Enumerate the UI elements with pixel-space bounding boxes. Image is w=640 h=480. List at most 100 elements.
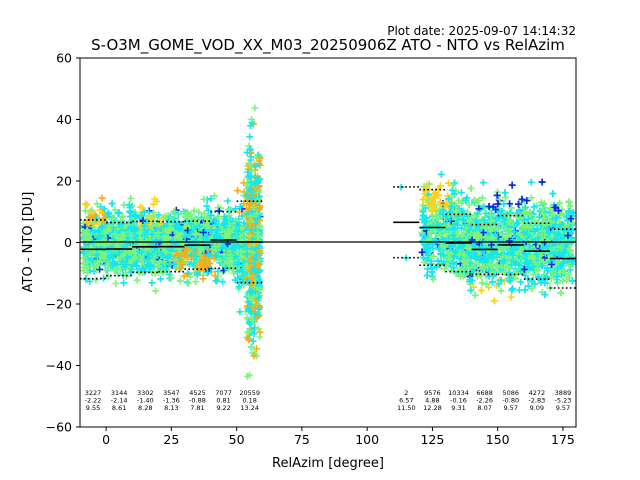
scatter-point (247, 212, 255, 220)
scatter-point (245, 336, 253, 344)
scatter-point (198, 213, 205, 221)
scatter-point (231, 276, 239, 284)
scatter-point (120, 279, 128, 287)
scatter-point (93, 200, 101, 208)
scatter-point (140, 208, 148, 216)
scatter-point (200, 221, 207, 228)
scatter-point (190, 207, 198, 214)
scatter-point (87, 214, 95, 221)
scatter-point (116, 265, 124, 272)
plot-date: Plot date: 2025-09-07 14:14:32 (387, 24, 576, 38)
scatter-point (251, 310, 259, 318)
scatter-point (226, 222, 233, 230)
scatter-point (214, 212, 222, 220)
scatter-point (101, 205, 108, 213)
scatter-point (114, 225, 121, 233)
scatter-point (247, 308, 255, 315)
scatter-point (118, 240, 126, 247)
scatter-point (98, 194, 106, 202)
scatter-point (195, 208, 203, 216)
scatter-point (183, 253, 191, 261)
scatter-point (80, 267, 87, 274)
scatter-point (517, 278, 525, 286)
scatter-point (255, 305, 263, 313)
scatter-point (253, 210, 261, 217)
scatter-point (244, 168, 252, 176)
scatter-point (175, 225, 182, 232)
scatter-point (220, 251, 228, 258)
scatter-point (90, 219, 97, 227)
scatter-point (227, 251, 235, 259)
scatter-point (246, 232, 254, 240)
scatter-point (253, 345, 260, 353)
scatter-point (105, 209, 113, 217)
scatter-point (224, 256, 232, 264)
scatter-point (166, 271, 173, 278)
scatter-point (92, 276, 100, 284)
scatter-point (80, 254, 87, 262)
scatter-point (236, 203, 244, 211)
scatter-point (246, 220, 253, 227)
scatter-point (126, 204, 134, 211)
scatter-point (250, 352, 258, 360)
scatter-point (149, 222, 156, 230)
scatter-point (248, 167, 256, 174)
scatter-point (160, 222, 168, 230)
scatter-point (203, 202, 211, 210)
scatter-point (203, 260, 211, 267)
scatter-point (88, 245, 96, 252)
scatter-point (251, 239, 259, 247)
scatter-point (164, 234, 171, 241)
scatter-point (255, 294, 263, 302)
scatter-point (154, 250, 161, 257)
scatter-point (167, 274, 175, 282)
scatter-point (146, 214, 153, 222)
scatter-point (138, 237, 145, 245)
scatter-point (109, 259, 117, 266)
scatter-point (133, 262, 141, 270)
scatter-point (254, 178, 262, 186)
scatter-point (150, 213, 158, 221)
scatter-point (245, 233, 253, 241)
scatter-point (124, 253, 131, 261)
scatter-point (501, 278, 508, 285)
scatter-point (248, 343, 255, 351)
scatter-point (200, 263, 208, 271)
scatter-point (252, 163, 260, 170)
scatter-point (200, 210, 208, 218)
scatter-point (99, 224, 106, 231)
scatter-point (176, 277, 184, 285)
scatter-point (247, 219, 254, 226)
scatter-point (246, 186, 254, 193)
scatter-point (106, 222, 114, 230)
scatter-point (192, 278, 199, 286)
scatter-point (184, 279, 192, 287)
scatter-point (88, 206, 96, 214)
scatter-point (254, 269, 262, 276)
scatter-point (132, 212, 139, 220)
scatter-point (95, 228, 103, 235)
scatter-point (191, 246, 199, 254)
scatter-point (166, 260, 174, 268)
scatter-point (127, 195, 135, 202)
scatter-point (243, 250, 251, 258)
scatter-point (246, 371, 253, 379)
scatter-point (247, 156, 255, 164)
scatter-point (196, 262, 204, 269)
scatter-point (208, 245, 216, 253)
scatter-point (254, 196, 261, 204)
scatter-point (191, 237, 199, 245)
scatter-point (254, 229, 262, 237)
scatter-point (233, 221, 240, 229)
scatter-point (256, 222, 264, 230)
scatter-point (180, 272, 188, 280)
scatter-point (92, 263, 99, 271)
scatter-point (224, 197, 232, 205)
scatter-point (214, 226, 221, 234)
scatter-point (214, 204, 222, 211)
scatter-point (247, 172, 254, 180)
scatter-point (213, 277, 221, 284)
scatter-point (201, 233, 209, 241)
scatter-point (108, 200, 116, 207)
